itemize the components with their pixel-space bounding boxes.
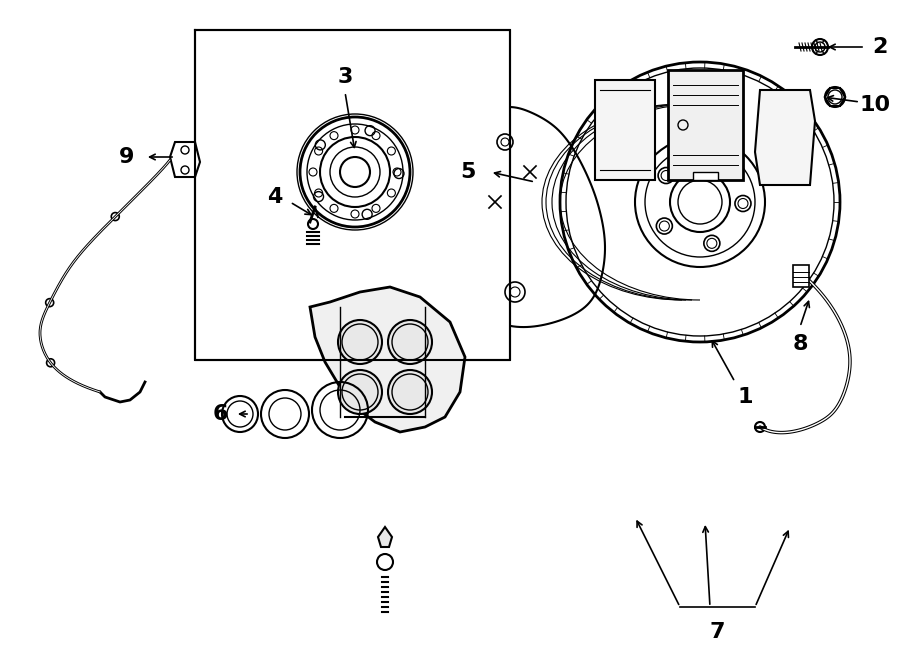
Polygon shape	[755, 90, 815, 185]
Bar	[668, 70, 743, 180]
Polygon shape	[310, 287, 465, 432]
Text: 2: 2	[872, 37, 887, 57]
Bar	[195, 30, 510, 360]
Circle shape	[47, 359, 55, 367]
Text: 6: 6	[212, 404, 228, 424]
Text: 10: 10	[860, 95, 891, 115]
Polygon shape	[378, 527, 392, 547]
Bar	[595, 80, 655, 180]
Circle shape	[388, 320, 432, 364]
Bar	[693, 172, 718, 180]
Text: 7: 7	[709, 622, 725, 642]
Text: 9: 9	[120, 147, 135, 167]
Polygon shape	[468, 107, 605, 327]
Text: 8: 8	[792, 334, 808, 354]
Polygon shape	[170, 142, 200, 177]
Text: 5: 5	[460, 162, 476, 182]
Circle shape	[388, 370, 432, 414]
Circle shape	[338, 320, 382, 364]
Text: 3: 3	[338, 67, 353, 87]
Circle shape	[46, 299, 54, 307]
Text: 4: 4	[267, 187, 283, 207]
Circle shape	[338, 370, 382, 414]
Text: 1: 1	[737, 387, 752, 407]
Circle shape	[112, 213, 120, 220]
Bar	[793, 265, 809, 287]
